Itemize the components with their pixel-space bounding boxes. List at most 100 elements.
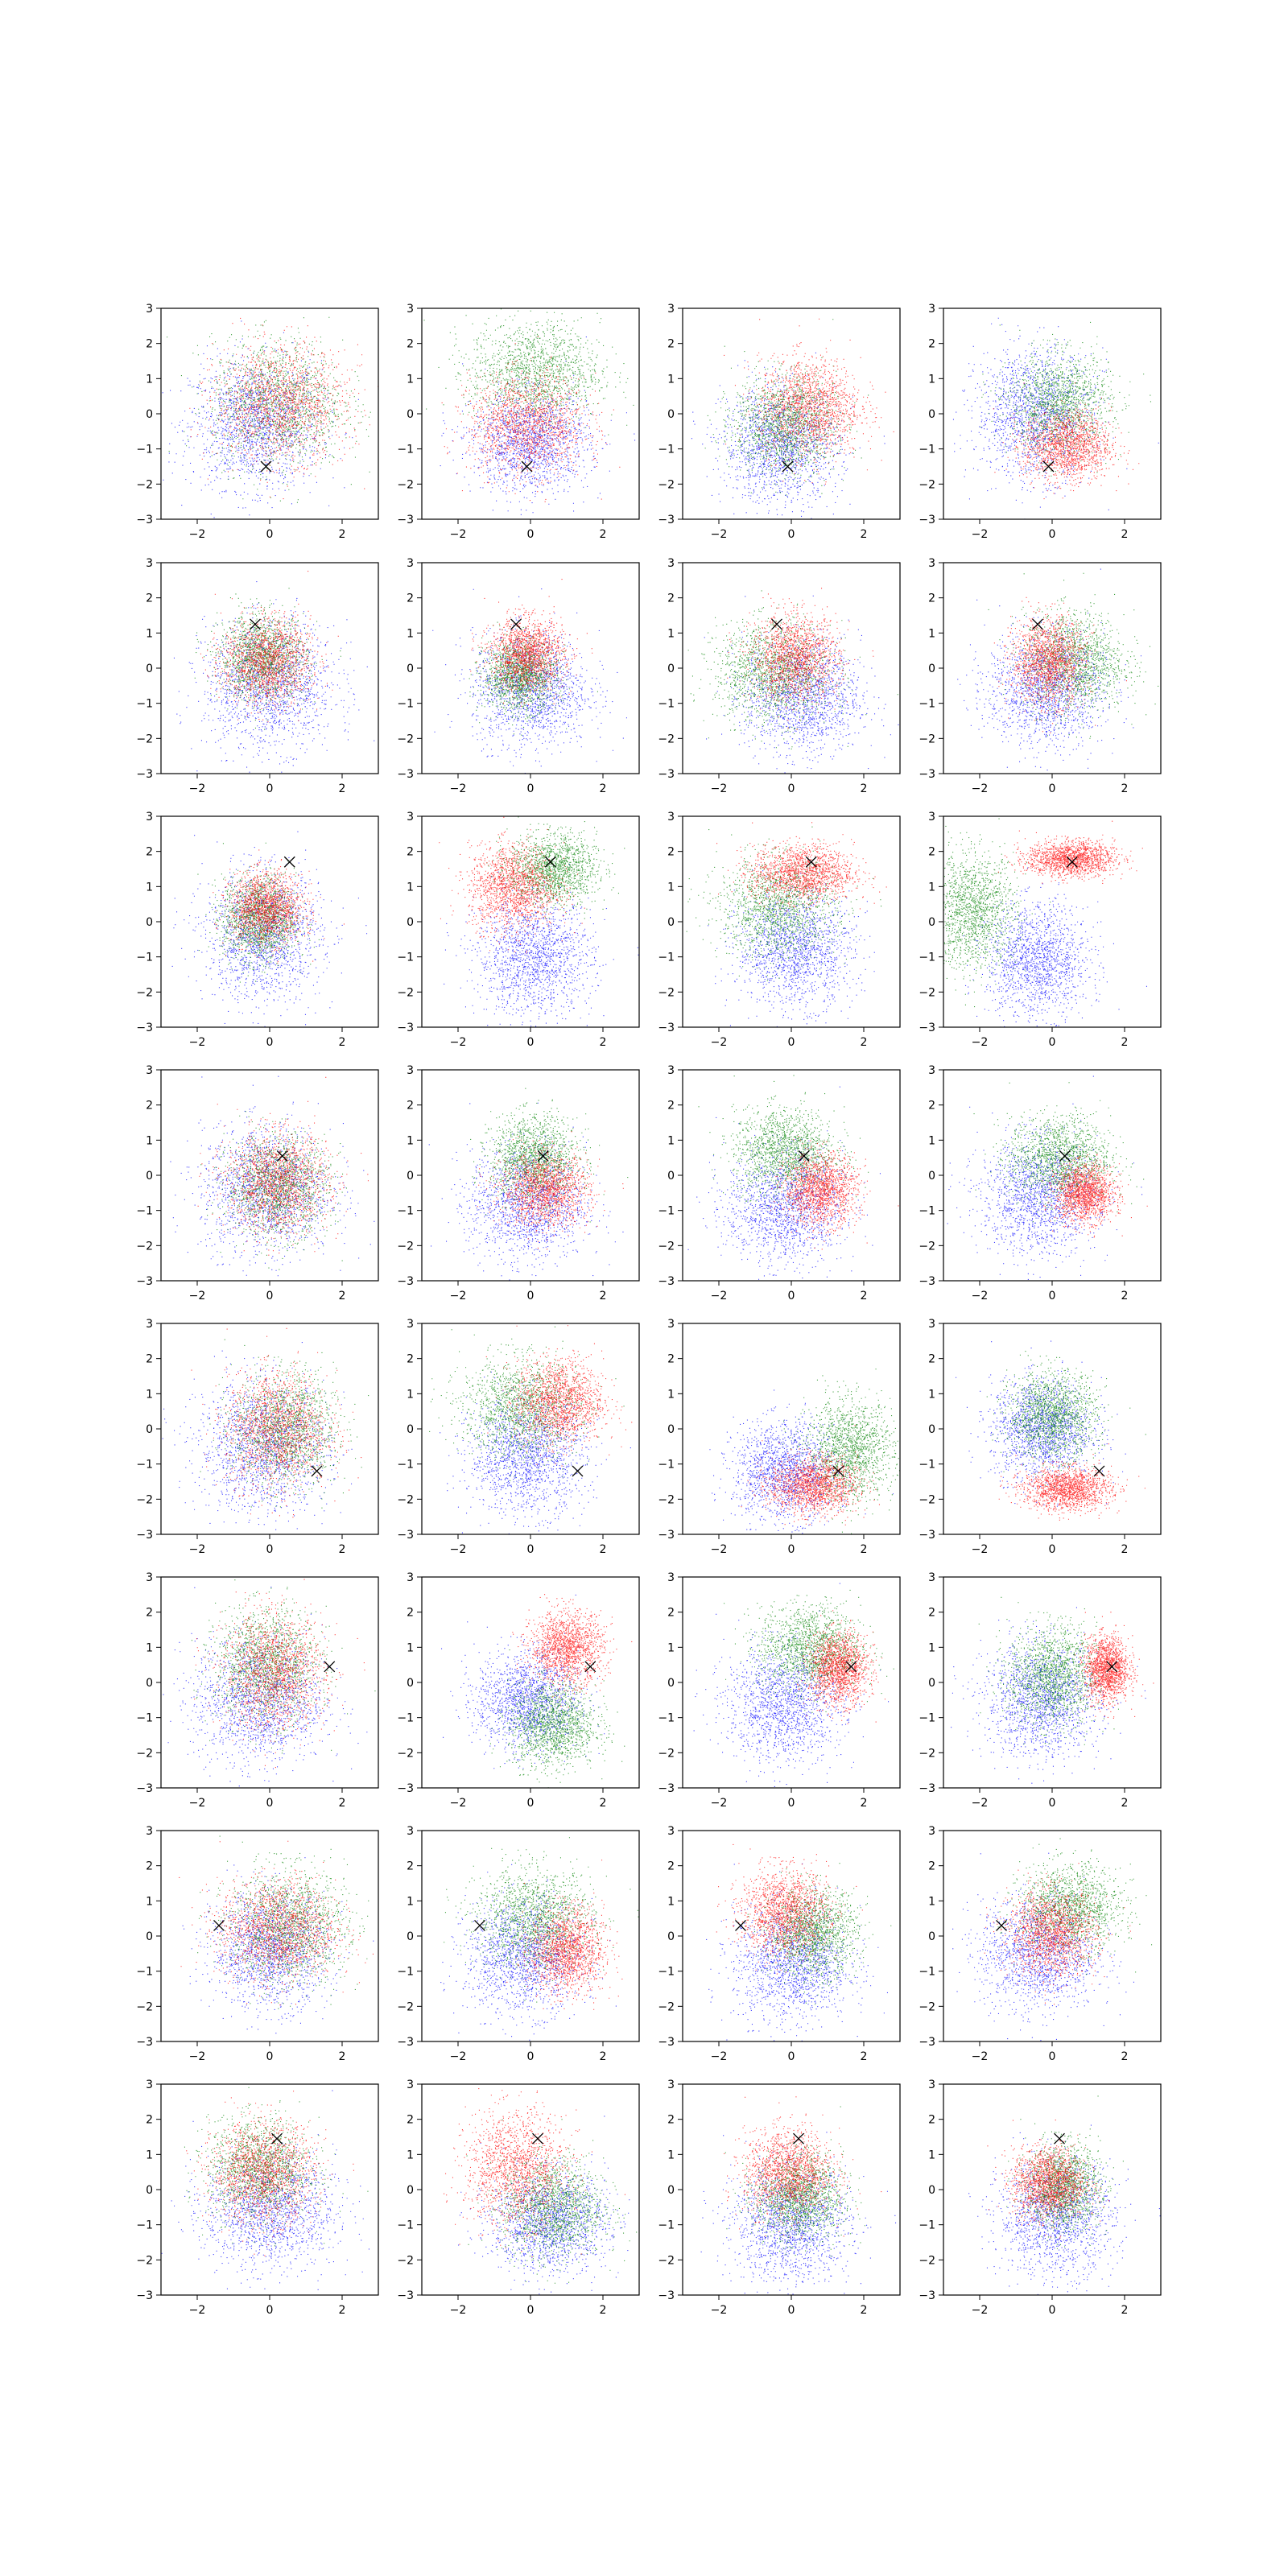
marker-x: [544, 856, 556, 868]
y-tick-label: 3: [146, 2079, 153, 2091]
y-tick-label: 0: [146, 916, 153, 929]
y-tick-label: 3: [146, 1064, 153, 1077]
scatter-series-green: [486, 816, 625, 919]
x-tick-label: 2: [861, 782, 868, 795]
y-tick-label: 1: [667, 373, 675, 386]
x-tick-label: −2: [189, 2050, 206, 2063]
scatter-series-red: [716, 1843, 863, 1975]
x-tick-label: 0: [1049, 2050, 1056, 2063]
marker-x: [521, 460, 533, 473]
y-tick-label: −2: [658, 2000, 675, 2013]
marker-x: [805, 856, 817, 868]
x-tick-label: −2: [189, 1543, 206, 1556]
y-tick-label: −3: [658, 2036, 675, 2049]
y-tick-label: 2: [146, 2114, 153, 2127]
y-tick-label: 0: [928, 1677, 935, 1690]
scatter-series-green: [444, 1837, 639, 2003]
subplot-r7-c1: −2 0 2 −3 −2 −1 0 1 2 3: [136, 1825, 379, 2063]
marker-x: [782, 460, 794, 473]
marker-x: [584, 1661, 597, 1673]
x-tick-label: 2: [1121, 1543, 1129, 1556]
axes-frame: [421, 815, 640, 1028]
scatter-series-blue: [693, 1583, 890, 1787]
y-tick-label: 0: [407, 916, 414, 929]
subplot-r2-c3: −2 0 2 −3 −2 −1 0 1 2 3: [658, 557, 901, 795]
y-tick-label: −1: [919, 1205, 935, 1218]
marker-x: [324, 1661, 336, 1673]
x-tick-label: −2: [711, 528, 728, 541]
x-tick-label: 0: [788, 2304, 795, 2317]
y-tick-label: 3: [407, 303, 414, 316]
x-tick-label: 0: [527, 2050, 535, 2063]
x-tick-label: −2: [189, 1036, 206, 1049]
y-tick-label: 3: [928, 811, 935, 824]
y-tick-label: 2: [407, 2114, 414, 2127]
marker-x: [793, 2132, 804, 2145]
y-tick-label: 3: [667, 2079, 675, 2091]
y-tick-label: 2: [928, 338, 935, 351]
scatter-series-green: [184, 2087, 369, 2247]
y-tick-label: −2: [658, 1240, 675, 1253]
x-tick-label: 2: [339, 2050, 346, 2063]
y-tick-label: 2: [146, 592, 153, 605]
scatter-series-red: [984, 1863, 1131, 2005]
y-tick-label: 3: [667, 1571, 675, 1584]
marker-x: [537, 1150, 549, 1162]
y-tick-label: −2: [658, 478, 675, 491]
subplot-r8-c3: −2 0 2 −3 −2 −1 0 1 2 3: [658, 2079, 901, 2317]
scatter-series-blue: [700, 2132, 897, 2295]
marker-x: [572, 1465, 584, 1477]
x-tick-label: −2: [711, 782, 728, 795]
y-tick-label: −1: [658, 1205, 675, 1218]
y-tick-label: 1: [407, 2149, 414, 2161]
y-tick-label: 0: [928, 408, 935, 421]
y-tick-label: −2: [136, 986, 153, 999]
x-tick-label: 0: [266, 782, 274, 795]
y-tick-label: 3: [146, 1571, 153, 1584]
scatter-series-green: [167, 316, 371, 503]
y-tick-label: 0: [146, 2184, 153, 2197]
y-tick-label: −2: [397, 1493, 414, 1506]
y-tick-label: 1: [407, 1388, 414, 1401]
y-tick-label: −1: [397, 1459, 414, 1472]
y-tick-label: 1: [146, 373, 153, 386]
y-tick-label: 0: [667, 663, 675, 675]
scatter-series-green: [724, 2106, 865, 2257]
scatter-series-red: [512, 1594, 633, 1708]
y-tick-label: −3: [136, 2036, 153, 2049]
axes-frame: [421, 1830, 640, 2042]
y-tick-label: 0: [928, 2184, 935, 2197]
y-tick-label: 3: [407, 811, 414, 824]
x-tick-label: 0: [788, 1036, 795, 1049]
scatter-series-blue: [952, 1852, 1134, 2041]
scatter-series-red: [724, 318, 894, 485]
y-tick-label: −3: [136, 1275, 153, 1288]
x-tick-label: 2: [339, 2304, 346, 2317]
y-tick-label: −2: [397, 2254, 414, 2267]
scatter-series-green: [973, 1082, 1145, 1224]
y-tick-label: −1: [136, 1966, 153, 1979]
marker-x: [735, 1919, 746, 1931]
y-tick-label: 2: [146, 1353, 153, 1366]
marker-x: [1106, 1661, 1118, 1673]
y-tick-label: −1: [919, 1966, 935, 1979]
y-tick-label: −1: [658, 1459, 675, 1472]
y-tick-label: 2: [146, 1100, 153, 1113]
y-tick-label: −3: [919, 2036, 935, 2049]
marker-x: [510, 618, 522, 630]
y-tick-label: −2: [919, 1747, 935, 1760]
y-tick-label: 3: [407, 1825, 414, 1838]
x-tick-label: −2: [450, 528, 467, 541]
y-tick-label: 0: [407, 1677, 414, 1690]
x-tick-label: −2: [972, 1036, 989, 1049]
scatter-series-blue: [182, 1857, 374, 2034]
y-tick-label: 0: [667, 1170, 675, 1183]
marker-x: [276, 1150, 288, 1162]
scatter-series-blue: [458, 2116, 630, 2295]
scatter-series-red: [194, 1579, 365, 1769]
y-tick-label: −1: [136, 2219, 153, 2232]
subplot-r5-c3: −2 0 2 −3 −2 −1 0 1 2 3: [658, 1318, 901, 1556]
subplot-r7-c4: −2 0 2 −3 −2 −1 0 1 2 3: [919, 1825, 1162, 2063]
y-tick-label: −1: [136, 952, 153, 964]
subplot-r4-c2: −2 0 2 −3 −2 −1 0 1 2 3: [397, 1064, 640, 1302]
